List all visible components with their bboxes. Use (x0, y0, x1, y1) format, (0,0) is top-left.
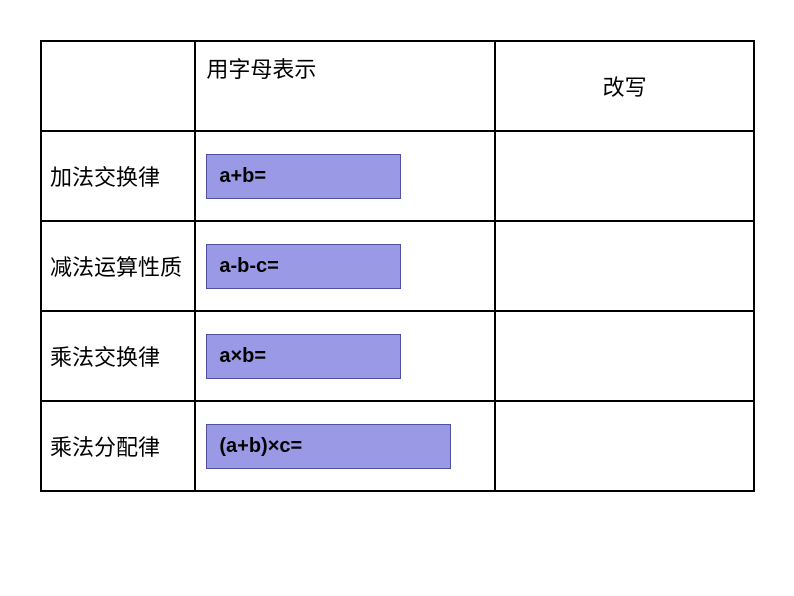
math-rules-table: 用字母表示 改写 加法交换律 a+b= 减法运算性质 a-b-c (40, 40, 755, 492)
formula-box: (a+b)×c= (206, 424, 451, 469)
table-row: 减法运算性质 a-b-c= (41, 221, 754, 311)
row-label-cell: 加法交换律 (41, 131, 195, 221)
rewrite-cell (495, 401, 754, 491)
table: 用字母表示 改写 加法交换律 a+b= 减法运算性质 a-b-c (40, 40, 755, 492)
header-label-col3: 改写 (603, 75, 647, 100)
row-label-cell: 乘法交换律 (41, 311, 195, 401)
formula-box: a×b= (206, 334, 401, 379)
formula-text: (a+b)×c= (219, 435, 302, 457)
table-row: 乘法分配律 (a+b)×c= (41, 401, 754, 491)
table-row: 乘法交换律 a×b= (41, 311, 754, 401)
row-label: 减法运算性质 (50, 255, 182, 280)
formula-cell: a×b= (195, 311, 495, 401)
row-label: 乘法分配律 (50, 435, 160, 460)
formula-text: a+b= (219, 165, 266, 187)
formula-cell: a-b-c= (195, 221, 495, 311)
row-label-cell: 乘法分配律 (41, 401, 195, 491)
table-header-row: 用字母表示 改写 (41, 41, 754, 131)
row-label: 乘法交换律 (50, 345, 160, 370)
formula-text: a×b= (219, 345, 266, 367)
formula-text: a-b-c= (219, 255, 278, 277)
header-cell-empty (41, 41, 195, 131)
rewrite-cell (495, 131, 754, 221)
header-label-col2: 用字母表示 (206, 57, 316, 82)
row-label-cell: 减法运算性质 (41, 221, 195, 311)
formula-box: a+b= (206, 154, 401, 199)
rewrite-cell (495, 311, 754, 401)
header-cell-letter-expr: 用字母表示 (195, 41, 495, 131)
formula-cell: a+b= (195, 131, 495, 221)
formula-cell: (a+b)×c= (195, 401, 495, 491)
rewrite-cell (495, 221, 754, 311)
formula-box: a-b-c= (206, 244, 401, 289)
row-label: 加法交换律 (50, 165, 160, 190)
header-cell-rewrite: 改写 (495, 41, 754, 131)
table-row: 加法交换律 a+b= (41, 131, 754, 221)
